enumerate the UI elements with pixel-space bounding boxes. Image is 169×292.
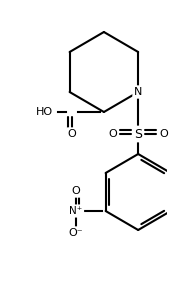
Text: O⁻: O⁻	[69, 228, 83, 238]
Text: N: N	[134, 87, 142, 97]
Text: HO: HO	[36, 107, 53, 117]
Text: S: S	[134, 128, 142, 140]
Text: O: O	[160, 129, 168, 139]
Text: O: O	[68, 129, 77, 139]
Text: N⁺: N⁺	[69, 206, 82, 216]
Text: O: O	[108, 129, 117, 139]
Text: O: O	[71, 186, 80, 196]
